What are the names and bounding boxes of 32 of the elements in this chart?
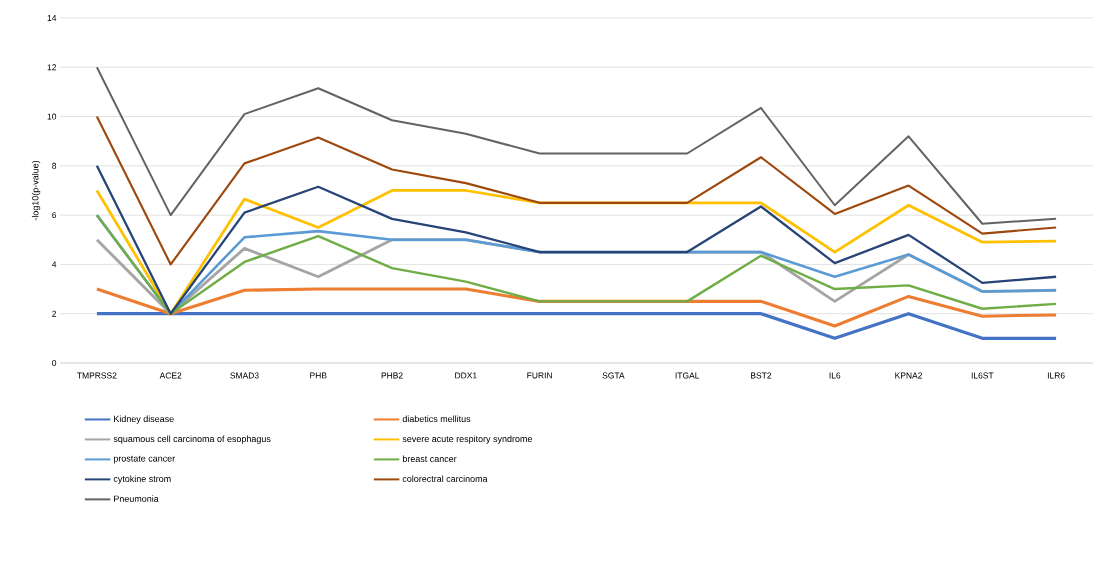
y-tick-label: 4 [51,261,57,268]
x-tick-label: DDX1 [455,372,477,379]
legend-label: breast cancer [402,455,457,463]
legend-label: squamous cell carcinoma of esophagus [113,435,271,444]
legend-label: prostate cancer [113,455,175,464]
x-tick-label: FURIN [527,372,552,379]
x-tick-label: ITGAL [675,372,700,379]
y-tick-label: 6 [52,212,57,219]
legend-label: Pneumonia [114,495,159,502]
x-tick-label: ACE2 [159,372,182,379]
legend-label: cytokine strom [113,475,171,484]
y-tick-label: 10 [47,113,57,120]
y-tick-label: 8 [52,162,57,169]
legend-label: Kidney disease [114,415,174,424]
x-tick-label: IL6ST [971,372,994,379]
x-tick-label: PHB [310,372,327,379]
y-axis-title: -log10(p-value) [31,160,41,221]
x-tick-label: KPNA2 [895,372,922,379]
legend-label: colorectral carcinoma [402,475,488,482]
y-tick-label: 12 [47,64,57,71]
x-tick-label: ILR6 [1047,372,1065,379]
y-tick-label: 2 [52,310,57,317]
x-tick-label: BST2 [751,372,772,379]
x-tick-label: TMPRSS2 [77,372,117,379]
legend-label: diabetics mellitus [402,415,471,423]
legend-label: severe acute respitory syndrome [402,435,532,444]
y-tick-label: 14 [47,15,57,21]
x-tick-label: PHB2 [381,372,403,379]
x-tick-label: SGTA [602,372,625,379]
y-tick-label: 0 [52,360,57,366]
x-tick-label: SMAD3 [230,372,259,379]
x-tick-label: IL6 [829,372,841,379]
